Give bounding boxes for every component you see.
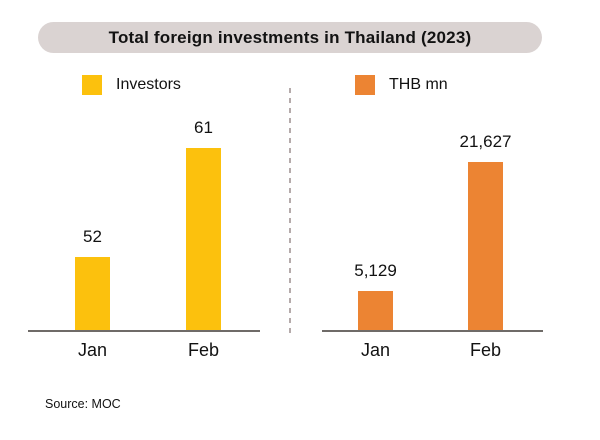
panel-divider-dashed-line — [289, 88, 291, 335]
investors-jan-column: 52 — [75, 227, 110, 330]
thb-feb-value: 21,627 — [459, 132, 512, 151]
source-note: Source: MOC — [45, 397, 121, 411]
investors-feb-axis-label: Feb — [187, 340, 220, 360]
thb-feb-axis-label: Feb — [469, 340, 502, 360]
thb-jan-column: 5,129 — [354, 261, 397, 330]
thb-jan-bar — [358, 291, 393, 330]
thb-jan-axis-label: Jan — [360, 340, 391, 360]
thb-mn-legend-label: THB mn — [389, 76, 448, 93]
investors-feb-value: 61 — [194, 118, 213, 137]
investors-feb-bar — [186, 148, 221, 330]
thb-feb-column: 21,627 — [460, 132, 512, 330]
investors-jan-bar — [75, 257, 110, 330]
page-title: Total foreign investments in Thailand (2… — [38, 22, 542, 53]
investors-jan-axis-label: Jan — [77, 340, 108, 360]
thb-feb-bar — [468, 162, 503, 330]
investors-bar-chart: 52 61 Jan Feb — [28, 110, 260, 360]
legend-thb-mn: THB mn — [355, 75, 448, 95]
legend-investors: Investors — [82, 75, 181, 95]
investors-swatch-icon — [82, 75, 102, 95]
thb-jan-value: 5,129 — [354, 261, 397, 280]
investors-legend-label: Investors — [116, 76, 181, 93]
investors-jan-value: 52 — [83, 227, 102, 246]
investors-feb-column: 61 — [186, 118, 221, 330]
thb-mn-bar-chart: 5,129 21,627 Jan Feb — [322, 110, 543, 360]
thb-mn-swatch-icon — [355, 75, 375, 95]
